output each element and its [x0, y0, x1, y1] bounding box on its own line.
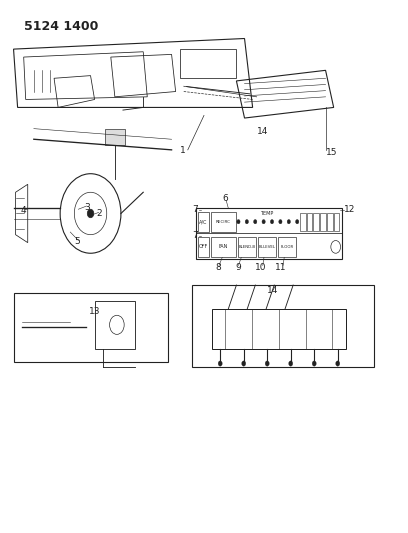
Circle shape [295, 220, 299, 224]
Text: RECIRC: RECIRC [216, 220, 231, 224]
Bar [198, 212, 209, 232]
Circle shape [87, 209, 94, 217]
Text: 7: 7 [193, 205, 198, 214]
Bar [192, 285, 374, 367]
Bar [278, 237, 296, 257]
Text: FLOOR: FLOOR [281, 245, 294, 249]
Text: 13: 13 [89, 307, 100, 316]
Text: 12: 12 [344, 205, 355, 214]
Text: 3: 3 [84, 203, 90, 212]
Text: 8: 8 [215, 263, 221, 272]
Text: BLEND-B: BLEND-B [238, 245, 255, 249]
Circle shape [245, 220, 248, 224]
Text: FAN: FAN [219, 245, 228, 249]
Bar [313, 213, 319, 231]
Text: A/C: A/C [200, 219, 208, 224]
Bar [13, 293, 168, 362]
Text: 6: 6 [222, 194, 228, 203]
Text: 7: 7 [193, 231, 198, 240]
Circle shape [254, 220, 257, 224]
Circle shape [237, 220, 240, 224]
Circle shape [279, 220, 282, 224]
Circle shape [265, 361, 269, 366]
Text: 5124 1400: 5124 1400 [24, 20, 98, 33]
Bar [320, 213, 326, 231]
Bar [327, 213, 333, 231]
Text: 1: 1 [180, 147, 186, 156]
Bar [258, 237, 276, 257]
Text: 15: 15 [326, 148, 337, 157]
Circle shape [218, 361, 222, 366]
Bar [211, 212, 235, 232]
Text: 2: 2 [97, 209, 102, 218]
Text: BI-LEVEL: BI-LEVEL [259, 245, 276, 249]
Circle shape [312, 361, 316, 366]
Text: 9: 9 [235, 263, 242, 272]
Circle shape [287, 220, 290, 224]
Bar [300, 213, 306, 231]
Text: 4: 4 [21, 206, 27, 215]
Text: 14: 14 [257, 127, 268, 136]
Bar [180, 49, 236, 78]
Bar [237, 237, 256, 257]
Circle shape [289, 361, 293, 366]
Text: 11: 11 [275, 263, 287, 272]
Circle shape [336, 361, 340, 366]
Text: 5: 5 [74, 237, 80, 246]
Circle shape [271, 220, 274, 224]
Bar [105, 128, 125, 144]
Bar [334, 213, 339, 231]
Text: 10: 10 [255, 263, 266, 272]
Circle shape [262, 220, 265, 224]
Text: 14: 14 [267, 286, 278, 295]
Circle shape [242, 361, 246, 366]
Text: OFF: OFF [199, 245, 208, 249]
Bar [196, 208, 342, 259]
Bar [307, 213, 313, 231]
Bar [211, 237, 235, 257]
Bar [198, 237, 209, 257]
Bar [212, 309, 346, 349]
Text: TEMP: TEMP [260, 211, 273, 216]
Bar [95, 301, 135, 349]
